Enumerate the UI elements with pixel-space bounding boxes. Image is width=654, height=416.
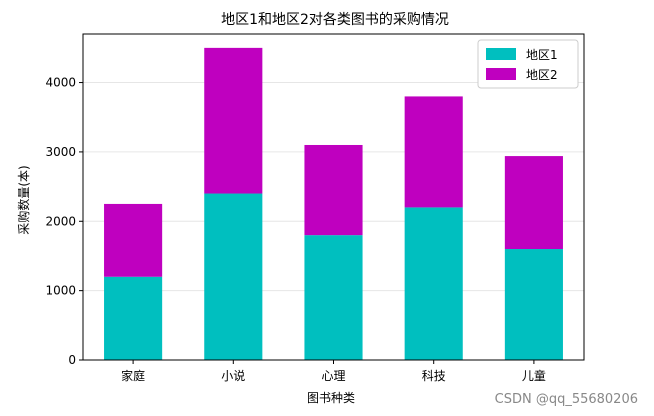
legend-label-2: 地区2	[526, 68, 558, 82]
y-tick-label: 2000	[45, 214, 76, 228]
axes	[79, 33, 585, 364]
bar-segment-1	[404, 207, 463, 360]
bars	[104, 47, 563, 360]
legend-swatch-1	[486, 48, 516, 60]
x-axis-label: 图书种类	[307, 391, 355, 405]
x-tick-labels: 家庭 小说 心理 科技 儿童	[121, 368, 546, 383]
x-tick-label: 儿童	[522, 368, 546, 383]
bar-segment-2	[204, 47, 263, 194]
legend-label-1: 地区1	[526, 48, 558, 62]
y-axis-label: 采购数量(本)	[16, 165, 31, 234]
plot-frame	[82, 33, 585, 361]
y-tick-label: 4000	[45, 76, 76, 90]
bar-segment-2	[104, 203, 163, 277]
x-tick-label: 科技	[422, 369, 446, 383]
bar-segment-1	[104, 276, 163, 360]
y-tick-label: 3000	[45, 145, 76, 159]
bar-segment-2	[504, 156, 563, 250]
x-tick-label: 小说	[221, 368, 245, 383]
legend-swatch-2	[486, 68, 516, 80]
bar-segment-2	[304, 144, 363, 236]
y-tick-label: 0	[68, 353, 76, 367]
y-tick-label: 1000	[45, 284, 76, 298]
bar-segment-1	[304, 235, 363, 360]
bar-segment-1	[504, 249, 563, 360]
watermark-text: CSDN @qq_55680206	[495, 392, 638, 407]
chart-title: 地区1和地区2对各类图书的采购情况	[221, 12, 449, 28]
bar-segment-1	[204, 193, 263, 360]
x-tick-label: 家庭	[121, 368, 145, 383]
bar-segment-2	[404, 96, 463, 208]
y-tick-labels: 0 1000 2000 3000 4000	[45, 76, 76, 367]
x-tick-label: 心理	[321, 369, 345, 383]
